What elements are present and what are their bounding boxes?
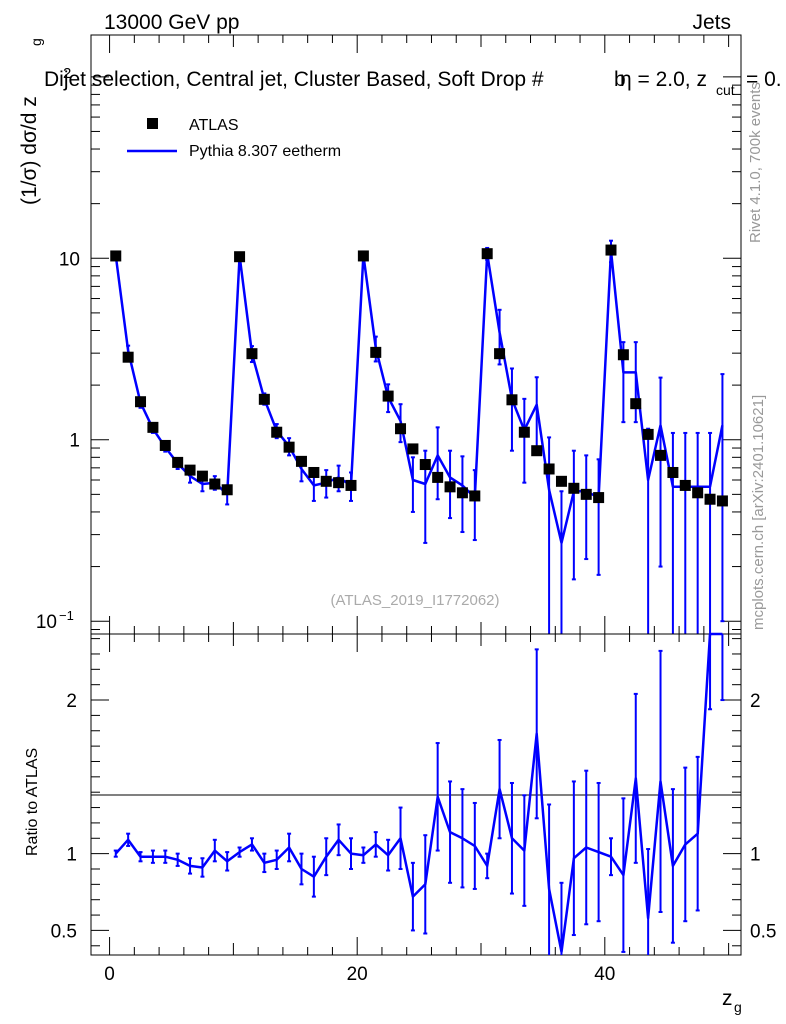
atlas-data-point [159,439,171,451]
atlas-data-point [209,478,221,490]
atlas-data-point [395,423,407,435]
atlas-data-point [555,475,567,487]
atlas-data-point [692,487,704,499]
atlas-data-point [135,396,147,408]
category-label: Jets [692,11,731,34]
atlas-data-point [593,492,605,504]
atlas-data-point [679,479,691,491]
atlas-data-point [122,351,134,363]
atlas-data-point [506,394,518,406]
atlas-data-point [494,348,506,360]
main-y-tick-label: 10 [59,249,80,270]
x-tick-label: 40 [594,964,615,985]
atlas-data-point [110,250,122,262]
atlas-data-point [456,487,468,499]
atlas-data-point [271,426,283,438]
ratio-y-tick-label-left: 1 [66,845,77,866]
main-y-axis-label: (1/σ) dσ/d z g [18,38,44,205]
x-tick-label: 20 [347,964,368,985]
atlas-data-point [568,482,580,494]
ratio-y-tick-label-right: 0.5 [750,921,776,942]
atlas-data-point [469,490,481,502]
atlas-data-point [295,455,307,467]
ratio-y-axis-label: Ratio to ATLAS [24,748,41,856]
atlas-data-point [246,348,258,360]
atlas-data-point [531,445,543,457]
atlas-data-point [333,477,345,489]
watermark: (ATLAS_2019_I1772062) [330,592,499,609]
atlas-data-point [370,346,382,358]
atlas-data-point [258,393,270,405]
plot-title-main: Dijet selection, Central jet, Cluster Ba… [44,68,544,91]
atlas-data-point [667,466,679,478]
atlas-data-point [283,441,295,453]
x-axis-label: z g [722,987,742,1015]
atlas-data-point [172,456,184,468]
main-mc-series [113,239,725,634]
atlas-data-point [605,244,617,256]
atlas-data-point [357,250,369,262]
ratio-line [114,632,723,954]
atlas-data-point [580,488,592,500]
atlas-data-point [147,421,159,433]
main-axis-ticks [91,35,741,634]
ratio-y-tick-label-left: 0.5 [51,921,77,942]
main-data-series [110,244,728,507]
atlas-data-point [221,484,233,496]
x-axis-label-subscript: g [734,999,742,1015]
atlas-data-point [432,471,444,483]
main-y-tick-label: 10 [36,612,57,633]
atlas-data-point [518,426,530,438]
atlas-data-point [543,463,555,475]
plot-title-beta: η = 2.0, z [620,68,707,91]
pythia-line [114,249,724,545]
plot-title: Dijet selection, Central jet, Cluster Ba… [44,68,782,98]
ratio-y-tick-label-right: 2 [750,691,761,712]
atlas-data-point [320,475,332,487]
atlas-data-point [419,459,431,471]
x-tick-label: 0 [104,964,115,985]
atlas-data-point [234,251,246,263]
rivet-version-label: Rivet 4.1.0, 700k events [747,82,764,243]
atlas-data-point [345,479,357,491]
legend-atlas-marker [147,118,158,129]
atlas-data-point [308,466,320,478]
plot-title-overlap: b [614,68,626,91]
legend-pythia-label: Pythia 8.307 eetherm [189,143,341,160]
atlas-data-point [655,449,667,461]
atlas-data-point [407,443,419,455]
ratio-y-tick-label-right: 1 [750,845,761,866]
atlas-data-point [196,470,208,482]
energy-label: 13000 GeV pp [104,11,239,34]
atlas-data-point [630,398,642,410]
ratio-y-tick-labels: 0.5 0.5 1 1 2 2 [51,691,777,942]
main-y-axis-label-text: (1/σ) dσ/d z [18,96,41,205]
main-y-top-partial-label: 2 [63,65,71,82]
ratio-y-tick-label-left: 2 [66,691,77,712]
main-y-tick-label: 1 [69,431,80,452]
atlas-data-point [481,248,493,260]
mcplots-reference-label: mcplots.cern.ch [arXiv:2401.10621] [750,395,767,630]
plot-title-cut-subscript: cut [716,82,735,98]
atlas-data-point [184,464,196,476]
x-tick-labels: 0 20 40 [104,964,615,985]
legend: ATLAS Pythia 8.307 eetherm [127,117,341,160]
atlas-data-point [617,349,629,361]
atlas-data-point [444,481,456,493]
main-y-tick-exponent: −1 [59,608,74,623]
ratio-mc-series [113,632,725,955]
atlas-data-point [704,493,716,505]
atlas-data-point [642,428,654,440]
atlas-data-point [716,495,728,507]
ratio-axis-ticks [91,634,741,955]
x-axis-label-text: z [722,987,733,1010]
main-y-axis-label-subscript: g [28,38,44,46]
atlas-data-point [382,390,394,402]
legend-atlas-label: ATLAS [189,117,239,134]
ratio-panel: 0.5 0.5 1 1 2 2 0 20 40 Ratio to ATLAS z g [24,632,777,1015]
plot-title-tail: = 0. [746,68,782,91]
